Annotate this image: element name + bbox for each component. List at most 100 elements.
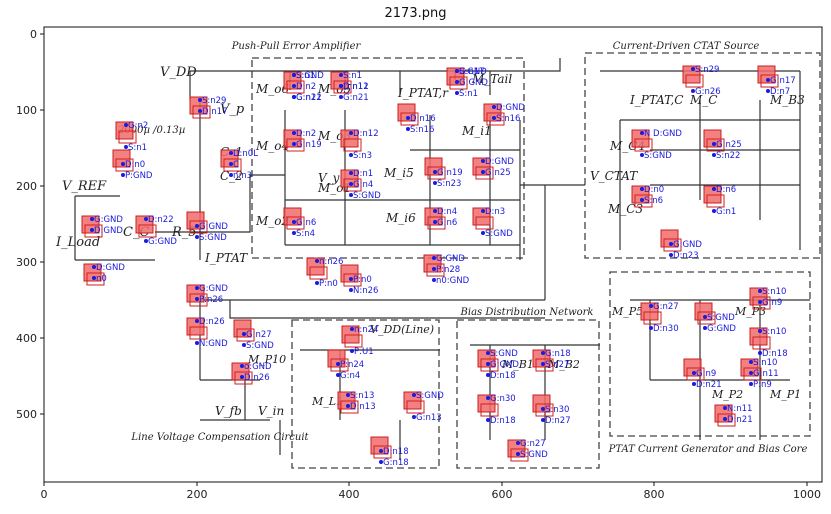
- y-tick-label: 100: [16, 104, 37, 117]
- pin-annotation-label: G:n27: [246, 330, 272, 340]
- pin-annotation-label: D:n0: [125, 160, 145, 170]
- pin-annotation-label: C: [233, 160, 239, 170]
- pin-annotation-label: D:n0L: [233, 149, 258, 159]
- pin-annotation-label: G:n27: [653, 302, 679, 312]
- pin-dot: [433, 170, 437, 174]
- pin-annotation-label: S:n29: [695, 65, 719, 75]
- pin-annotation-label: D:n21: [727, 415, 753, 425]
- component-outline: [223, 158, 242, 172]
- push-pull-block: [251, 57, 525, 259]
- pin-annotation-label: S:n1: [296, 71, 315, 81]
- pin-dot: [121, 173, 125, 177]
- pin-annotation-label: S:n10: [753, 358, 777, 368]
- schematic-label: V_p: [220, 102, 245, 117]
- pin-annotation-label: D:n18: [383, 447, 409, 457]
- pin-annotation-label: D:n13: [350, 402, 376, 412]
- pin-annotation-label: D:n26: [244, 373, 270, 383]
- block-title: Line Voltage Compensation Circuit: [130, 432, 309, 443]
- component-outline: [634, 138, 653, 152]
- pin-annotation-label: S:GND: [520, 450, 548, 460]
- pin-dot: [92, 276, 96, 280]
- pin-annotation-label: S:GND: [485, 229, 513, 239]
- y-axis: 0 100 200 300 400 500: [16, 28, 44, 421]
- pin-dot: [195, 297, 199, 301]
- pin-dot: [412, 415, 416, 419]
- pin-dot: [198, 98, 202, 102]
- pin-annotation-label: S:GND: [199, 233, 227, 243]
- schematic-label: M_o4: [255, 139, 289, 153]
- pin-annotation-label: G:GND: [94, 215, 123, 225]
- pin-dot: [292, 231, 296, 235]
- schematic-label: M_C3: [607, 202, 643, 216]
- pin-annotation-label: G:n9: [696, 369, 716, 379]
- pin-annotation-label: G:n13: [416, 413, 442, 423]
- component-outline: [510, 448, 529, 462]
- pin-annotation-label: G:GND: [199, 222, 228, 232]
- pin-dot: [121, 162, 125, 166]
- pin-dot: [712, 153, 716, 157]
- pin-dot: [240, 364, 244, 368]
- component-outline: [343, 273, 362, 287]
- pin-annotation-label: S:n1: [343, 71, 362, 81]
- schematic-label: V_DD: [160, 65, 197, 80]
- pin-dot: [516, 441, 520, 445]
- pin-annotation-label: G:n17: [459, 67, 485, 77]
- pin-dot: [412, 393, 416, 397]
- schematic-label: I_PTAT,C: [629, 93, 683, 107]
- pin-dot: [92, 265, 96, 269]
- component-outline: [475, 166, 494, 180]
- pin-annotation-label: S:n6: [644, 196, 663, 206]
- pin-dot: [486, 418, 490, 422]
- schematic-label: V_DD(Line): [370, 323, 434, 336]
- pin-dot: [379, 460, 383, 464]
- pin-annotation-label: S:n22: [716, 151, 740, 161]
- pin-annotation-label: D:n18: [490, 416, 516, 426]
- pin-annotation-label: G:n30: [490, 394, 516, 404]
- component-outline: [535, 358, 554, 372]
- component-outline: [343, 178, 362, 192]
- component-outline: [406, 400, 425, 414]
- pin-annotation-label: D:n6: [716, 185, 736, 195]
- pin-annotation-label: S:n10: [762, 287, 786, 297]
- component-outline: [535, 403, 554, 417]
- component-outline: [86, 272, 105, 286]
- component-outline: [309, 266, 328, 280]
- component-outline: [426, 263, 445, 277]
- component-outline: [706, 138, 725, 152]
- pin-annotation-label: S:GND: [707, 313, 735, 323]
- y-tick-label: 300: [16, 256, 37, 269]
- pin-annotation-label: D:n11: [343, 82, 369, 92]
- pin-annotation-label: D:n27: [545, 416, 571, 426]
- block-title: PTAT Current Generator and Bias Core: [608, 444, 808, 455]
- pin-annotation-label: G:GND: [707, 324, 736, 334]
- pin-annotation-label: G:n6: [296, 218, 316, 228]
- y-tick-label: 500: [16, 408, 37, 421]
- pin-dot: [691, 89, 695, 93]
- pin-dot: [292, 220, 296, 224]
- component-outline: [475, 216, 494, 230]
- schematic-label: V_in: [258, 404, 284, 418]
- pin-annotation-label: n:n3: [233, 171, 252, 181]
- pin-annotation-label: D:n1: [353, 169, 373, 179]
- schematic-label: M_P1: [769, 388, 801, 401]
- schematic-label: M_i6: [385, 211, 416, 225]
- pin-dot: [349, 193, 353, 197]
- pin-dot: [349, 171, 353, 175]
- pin-dot: [640, 198, 644, 202]
- pin-annotation-label: G:n26: [695, 87, 721, 97]
- pin-annotation-label: D:n26: [199, 317, 225, 327]
- pin-annotation-label: G:n19: [437, 168, 463, 178]
- pin-annotation-label: G:n21: [343, 93, 369, 103]
- x-tick-label: 400: [339, 488, 360, 501]
- pin-annotation-label: D:GND: [94, 226, 123, 236]
- pin-annotation-label: P:n26: [199, 295, 223, 305]
- schematic-label: 2000µ /0.13µ: [117, 125, 185, 136]
- pin-dot: [242, 332, 246, 336]
- pin-dot: [292, 142, 296, 146]
- pin-dot: [758, 300, 762, 304]
- pin-annotation-label: S:n10: [762, 327, 786, 337]
- schematic-label: M_B2: [547, 358, 580, 371]
- pin-dot: [541, 407, 545, 411]
- pin-annotation-label: S:GND: [490, 349, 518, 359]
